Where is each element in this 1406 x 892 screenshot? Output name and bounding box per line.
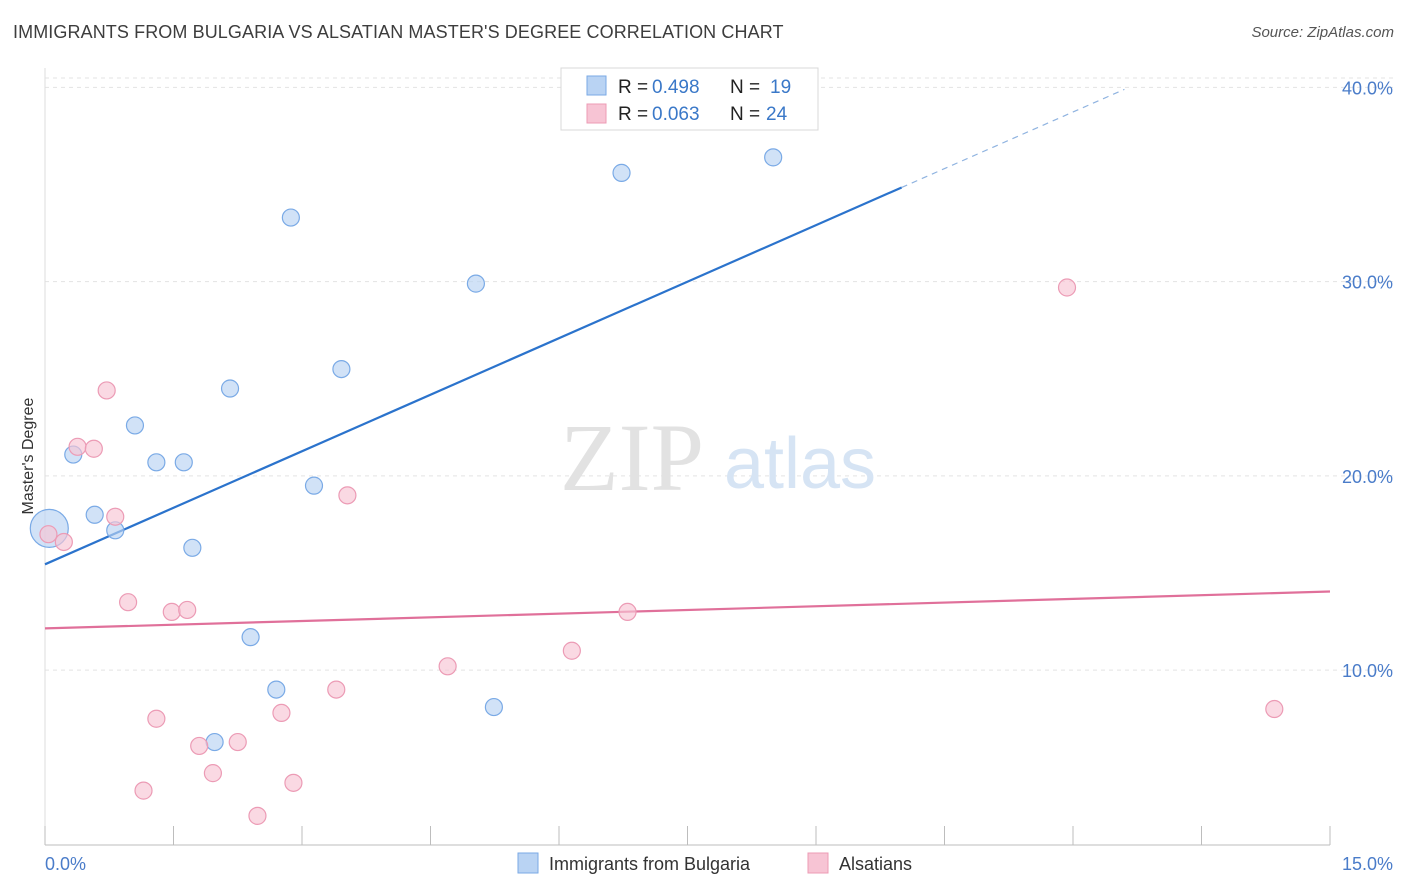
point-bulgaria-12 [281,208,300,227]
point-alsatians-1 [54,532,73,552]
trend-line-bulgaria [44,186,903,566]
point-bulgaria-5 [147,453,166,472]
legend-r-value-pink: 0.063 [652,104,700,125]
point-bulgaria-18 [764,148,783,167]
point-alsatians-5 [106,507,125,526]
point-bulgaria-4 [125,416,145,435]
trend-line-alsatians [44,590,1331,630]
x-ticks [44,826,1331,845]
point-bulgaria-14 [332,359,351,379]
legend-n-value-pink: 24 [766,104,788,125]
point-alsatians-21 [618,602,637,622]
point-alsatians-23 [1265,699,1284,719]
point-alsatians-16 [284,773,303,792]
legend-n-label-pink: N = [730,104,760,125]
y-tick-label-20: 20.0% [1342,467,1393,487]
legend-r-label-blue: R = [618,77,648,98]
chart-source: Source: ZipAtlas.com [1251,24,1394,41]
series-swatch-alsatians [807,852,829,874]
point-alsatians-15 [272,703,291,723]
point-alsatians-18 [338,486,357,505]
legend-n-value-blue: 19 [770,77,791,98]
legend-r-label-pink: R = [618,104,648,125]
trend-line-bulgaria-extension [901,88,1125,189]
grid-lines [45,77,1393,671]
y-tick-label-40: 40.0% [1342,78,1393,98]
point-bulgaria-8 [220,379,240,398]
point-bulgaria-6 [174,453,193,472]
point-bulgaria-16 [484,697,503,717]
x-tick-label-min: 0.0% [45,854,86,874]
legend-swatch-blue [586,75,607,96]
point-bulgaria-17 [612,163,631,182]
point-alsatians-7 [134,781,153,800]
legend-swatch-pink [586,103,607,124]
point-alsatians-14 [248,806,267,825]
series-swatch-bulgaria [517,852,539,874]
point-alsatians-4 [97,381,116,400]
series-label-bulgaria: Immigrants from Bulgaria [549,854,751,874]
series-label-alsatians: Alsatians [839,854,912,874]
watermark-zip: ZIP [560,404,704,511]
point-alsatians-10 [178,600,197,620]
point-alsatians-6 [118,593,138,612]
watermark-atlas: atlas [724,424,876,504]
point-bulgaria-13 [304,476,324,495]
point-alsatians-17 [327,680,346,699]
point-alsatians-3 [84,439,103,458]
data-points [29,148,1284,825]
x-tick-label-max: 15.0% [1342,854,1393,874]
watermark: ZIP atlas [560,404,876,511]
point-alsatians-13 [228,732,247,752]
point-alsatians-19 [438,657,457,676]
point-bulgaria-10 [241,628,260,647]
point-alsatians-22 [1057,278,1077,297]
chart-title: IMMIGRANTS FROM BULGARIA VS ALSATIAN MAS… [13,22,784,42]
y-axis-label: Master's Degree [20,397,37,514]
correlation-legend: R = 0.498 N = 19 R = 0.063 N = 24 [560,67,819,131]
point-alsatians-9 [162,602,181,622]
point-bulgaria-11 [267,680,286,699]
point-alsatians-2 [68,437,87,456]
point-alsatians-11 [190,736,209,756]
legend-r-value-blue: 0.498 [652,77,700,98]
point-bulgaria-2 [85,505,104,524]
point-alsatians-12 [203,764,223,783]
point-alsatians-20 [562,641,581,660]
trend-lines [44,88,1331,630]
point-bulgaria-9 [205,732,224,752]
legend-n-label-blue: N = [730,77,760,98]
point-bulgaria-15 [466,274,486,293]
point-alsatians-8 [147,709,166,728]
series-legend: Immigrants from Bulgaria Alsatians [517,852,912,874]
y-tick-label-10: 10.0% [1342,661,1393,681]
point-alsatians-0 [39,525,58,544]
point-bulgaria-7 [183,538,202,557]
y-tick-labels: 10.0% 20.0% 30.0% 40.0% [1342,78,1393,681]
y-tick-label-30: 30.0% [1342,273,1393,293]
